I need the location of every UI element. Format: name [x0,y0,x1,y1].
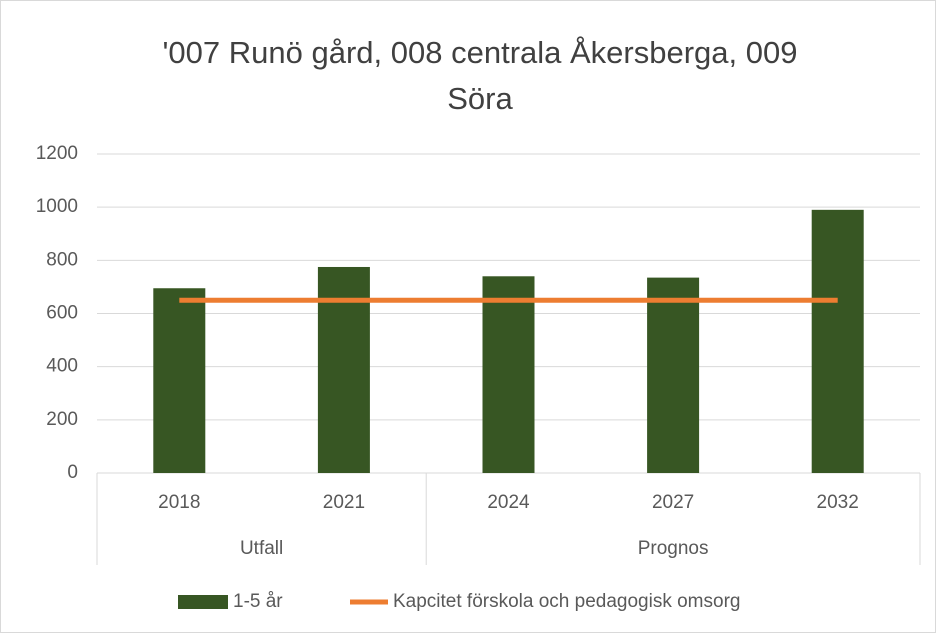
legend-label: Kapcitet förskola och pedagogisk omsorg [393,591,740,612]
bar [811,209,864,473]
bar [482,276,535,473]
y-tick-label: 200 [46,409,78,430]
legend-label: 1-5 år [233,591,283,612]
x-tick-label: 2032 [817,492,859,513]
bar [647,277,700,473]
x-tick-label: 2021 [323,492,365,513]
group-label: Prognos [638,538,709,559]
group-label: Utfall [240,538,283,559]
y-tick-label: 600 [46,303,78,324]
chart-title: '007 Runö gård, 008 centrala Åkersberga,… [162,35,798,116]
x-tick-label: 2027 [652,492,694,513]
bar [153,288,206,473]
x-tick-label: 2018 [158,492,200,513]
y-tick-label: 400 [46,356,78,377]
y-tick-label: 0 [67,462,78,483]
x-tick-label: 2024 [487,492,530,513]
legend-swatch [178,595,228,609]
y-tick-label: 1000 [36,196,78,217]
y-tick-label: 1200 [36,143,78,164]
y-tick-label: 800 [46,249,78,270]
